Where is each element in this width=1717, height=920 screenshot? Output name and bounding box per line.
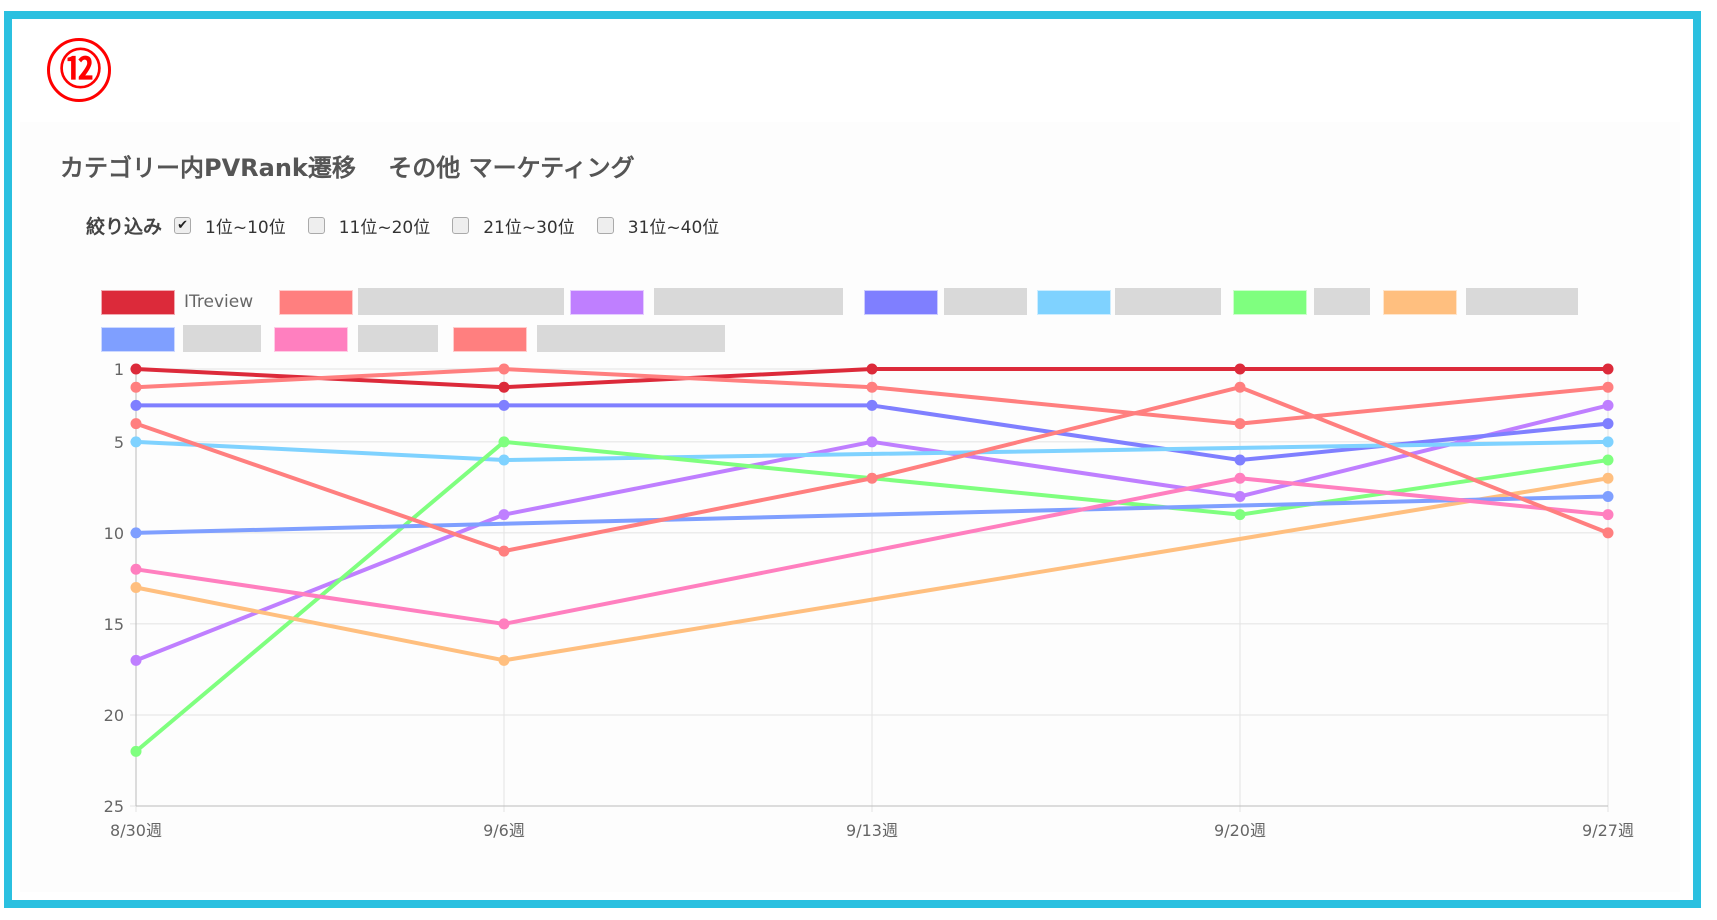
- chart-panel: [20, 122, 1680, 892]
- data-point: [498, 509, 510, 521]
- filter-option-31-40[interactable]: 31位~40位: [596, 213, 720, 238]
- legend-swatch[interactable]: [570, 290, 644, 315]
- y-tick-label: 10: [104, 524, 124, 543]
- data-point: [130, 363, 142, 375]
- checkbox[interactable]: [307, 217, 325, 234]
- filter-option-1-10[interactable]: ✔ 1位~10位: [174, 213, 286, 238]
- legend-label-redacted: [358, 288, 564, 315]
- legend-label-redacted: [654, 288, 843, 315]
- legend-label: ITreview: [184, 292, 254, 312]
- x-tick-label: 9/20週: [1214, 821, 1266, 840]
- legend-swatch[interactable]: [279, 290, 353, 315]
- data-point: [1602, 490, 1614, 502]
- y-tick-label: 1: [114, 360, 124, 379]
- legend-swatch[interactable]: [101, 290, 175, 315]
- chart-title: カテゴリー内PVRank遷移 その他 マーケティング: [60, 154, 635, 182]
- legend-label-redacted: [944, 288, 1027, 315]
- x-tick-label: 9/13週: [846, 821, 898, 840]
- data-point: [866, 399, 878, 411]
- data-point: [866, 472, 878, 484]
- data-point: [498, 363, 510, 375]
- option-label: 1位~10位: [205, 218, 286, 238]
- filter-label: 絞り込み: [86, 216, 163, 238]
- legend-swatch[interactable]: [864, 290, 938, 315]
- series-line: [135, 494, 1609, 535]
- option-label: 21位~30位: [483, 218, 575, 238]
- option-label: 11位~20位: [338, 218, 431, 238]
- data-point: [130, 654, 142, 666]
- data-point: [498, 381, 510, 393]
- y-tick-label: 25: [104, 797, 124, 816]
- data-point: [1602, 509, 1614, 521]
- step-number-badge: ⑫: [47, 38, 111, 102]
- data-point: [1234, 472, 1246, 484]
- legend-swatch[interactable]: [1383, 290, 1457, 315]
- data-point: [498, 436, 510, 448]
- data-point: [498, 654, 510, 666]
- legend-label-redacted: [1115, 288, 1221, 315]
- data-point: [1602, 381, 1614, 393]
- legend-swatch[interactable]: [274, 327, 348, 352]
- series-line: [135, 476, 1609, 626]
- data-point: [1602, 399, 1614, 411]
- checkbox[interactable]: [596, 217, 614, 234]
- x-tick-label: 8/30週: [110, 821, 162, 840]
- legend-label-redacted: [358, 325, 438, 352]
- data-point: [1602, 418, 1614, 430]
- legend-label-redacted: [1466, 288, 1578, 315]
- y-tick-label: 15: [104, 615, 124, 634]
- data-point: [130, 399, 142, 411]
- data-point: [130, 436, 142, 448]
- checkbox[interactable]: ✔: [174, 217, 192, 234]
- legend-label-redacted: [1314, 288, 1370, 315]
- legend-swatch[interactable]: [101, 327, 175, 352]
- rank-filter: 絞り込み ✔ 1位~10位 11位~20位 21位~30位 31位~40位: [86, 212, 741, 239]
- data-point: [1602, 454, 1614, 466]
- data-point: [498, 545, 510, 557]
- x-tick-label: 9/6週: [483, 821, 525, 840]
- data-point: [866, 381, 878, 393]
- y-tick-label: 5: [114, 433, 124, 452]
- data-point: [130, 745, 142, 757]
- legend-label-redacted: [183, 325, 261, 352]
- data-point: [498, 618, 510, 630]
- data-point: [130, 381, 142, 393]
- checkbox[interactable]: [452, 217, 470, 234]
- data-point: [866, 436, 878, 448]
- data-point: [1602, 472, 1614, 484]
- data-point: [130, 563, 142, 575]
- data-point: [130, 527, 142, 539]
- y-tick-label: 20: [104, 706, 124, 725]
- data-point: [130, 418, 142, 430]
- data-point: [866, 363, 878, 375]
- data-point: [1602, 363, 1614, 375]
- data-point: [498, 454, 510, 466]
- data-point: [130, 582, 142, 593]
- data-point: [1234, 418, 1246, 430]
- option-label: 31位~40位: [627, 218, 720, 238]
- data-point: [1234, 363, 1246, 375]
- x-tick-label: 9/27週: [1582, 821, 1634, 840]
- data-point: [498, 399, 510, 411]
- filter-option-21-30[interactable]: 21位~30位: [452, 213, 575, 238]
- legend-swatch[interactable]: [453, 327, 527, 352]
- data-point: [1602, 527, 1614, 539]
- data-point: [1602, 436, 1614, 448]
- legend-label-redacted: [537, 325, 725, 352]
- data-point: [1234, 490, 1246, 502]
- legend-swatch[interactable]: [1037, 290, 1111, 315]
- data-point: [1234, 381, 1246, 393]
- data-point: [1234, 509, 1246, 521]
- filter-option-11-20[interactable]: 11位~20位: [307, 213, 431, 238]
- legend-swatch[interactable]: [1233, 290, 1307, 315]
- data-point: [1234, 454, 1246, 466]
